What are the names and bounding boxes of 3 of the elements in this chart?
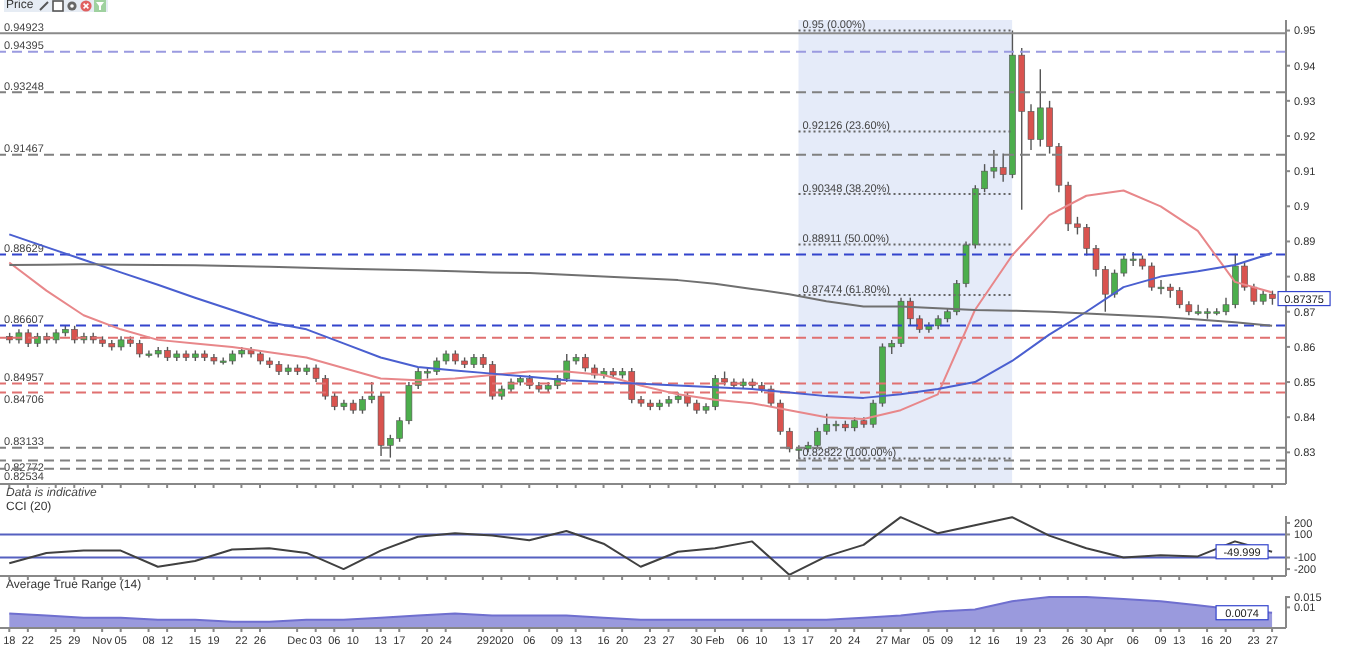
line-series (8, 263, 1274, 327)
line-series (8, 516, 1274, 576)
line-series (8, 233, 1274, 399)
